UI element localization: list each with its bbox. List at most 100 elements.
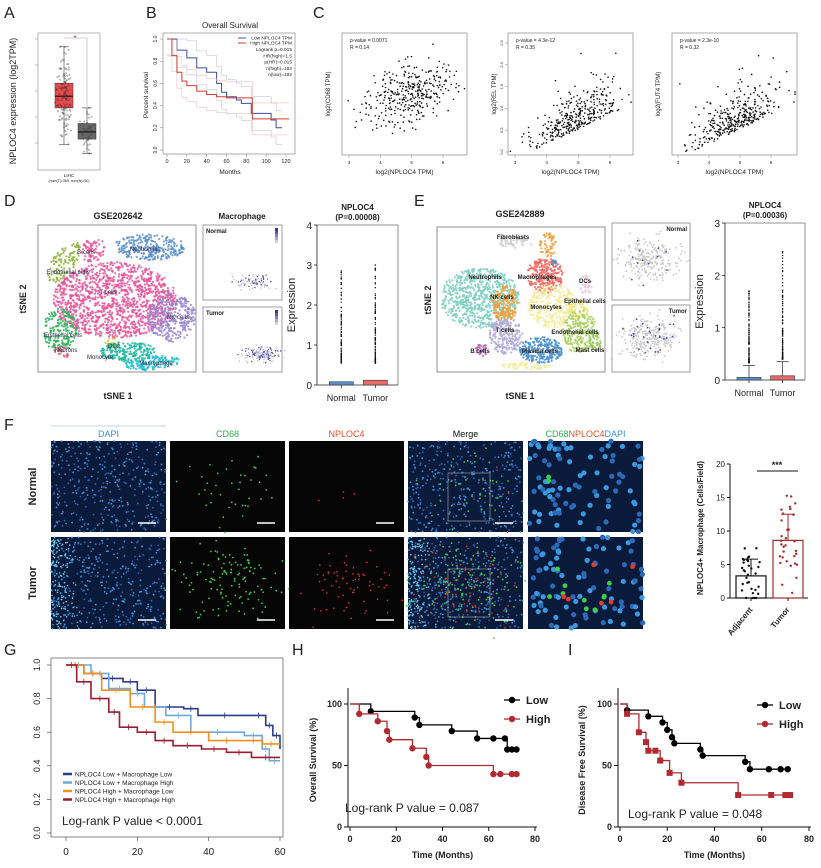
cell-point <box>159 308 163 312</box>
scatter-point <box>562 103 564 106</box>
scatter-point <box>550 121 553 123</box>
cell-point <box>102 323 105 326</box>
scatter-point <box>567 123 570 126</box>
scatter-point <box>760 97 763 100</box>
expression-point <box>265 346 267 349</box>
cell-point <box>165 321 169 324</box>
cell-point <box>187 300 190 303</box>
cell-point <box>52 259 55 262</box>
scatter-point <box>754 107 757 109</box>
scatter-point <box>746 119 748 121</box>
cell-point <box>164 248 167 251</box>
cell-point <box>138 287 141 290</box>
cell-point <box>92 276 95 280</box>
scatter-point <box>422 115 425 117</box>
cell-point <box>75 314 78 317</box>
cell-point <box>62 274 65 278</box>
scatter-point <box>563 134 565 136</box>
cell-point <box>70 316 73 320</box>
scatter-point <box>742 125 745 128</box>
cell-point <box>135 255 138 258</box>
scatter-point <box>560 135 563 138</box>
cell-point <box>60 324 64 327</box>
cell-point <box>148 289 151 292</box>
box <box>77 123 97 140</box>
cell-point <box>129 276 132 279</box>
scatter-point <box>433 78 436 80</box>
cell-point <box>147 344 150 347</box>
scatter-point <box>555 119 558 121</box>
scatter-point <box>703 141 706 143</box>
feature-plot-label: Normal <box>206 229 227 235</box>
cell-point <box>117 279 120 282</box>
scatter-point <box>536 117 539 119</box>
cell-point <box>137 285 140 288</box>
expression-point <box>266 285 268 287</box>
cell-point <box>107 316 110 319</box>
cell-point <box>71 298 75 302</box>
scatter-point <box>580 121 583 124</box>
cell-point <box>161 247 164 250</box>
cell-point <box>58 269 61 272</box>
scatter-point <box>727 113 730 116</box>
expression-point <box>262 353 264 356</box>
outlier-point <box>340 342 342 345</box>
scatter-point <box>407 99 409 102</box>
cell-point <box>162 240 165 243</box>
scatter-point <box>739 124 742 127</box>
jitter-point <box>66 123 69 126</box>
cell-point <box>482 285 485 289</box>
scatter-point <box>521 141 524 143</box>
cell-point <box>54 313 57 316</box>
cell-point <box>87 260 90 263</box>
scatter-point <box>611 110 614 112</box>
scatter-point <box>429 97 432 100</box>
y-tick-label: 2.5 <box>500 40 504 45</box>
cell-point <box>155 356 158 359</box>
scatter-point <box>770 76 772 78</box>
cell-point <box>456 307 459 310</box>
scatter-point <box>773 105 775 108</box>
jitter-point <box>88 137 91 140</box>
cell-point <box>148 254 151 258</box>
scatter-point <box>583 112 586 114</box>
cell-point <box>464 324 467 327</box>
cell-point <box>61 339 64 342</box>
scatter-point <box>703 107 705 109</box>
scatter-point <box>377 117 380 120</box>
cell-point <box>65 255 68 258</box>
cell-point <box>68 252 71 255</box>
cell-point <box>87 251 90 254</box>
cell-point <box>121 277 124 280</box>
cell-point <box>60 266 63 269</box>
scatter-point <box>393 100 395 102</box>
cell-point <box>96 301 99 305</box>
scatter-point <box>402 85 404 88</box>
scatter-point <box>721 132 724 134</box>
cell-point <box>82 309 85 312</box>
outlier-point <box>374 361 377 363</box>
scatter-point <box>587 118 590 120</box>
expression-point <box>240 283 242 285</box>
cell-point <box>87 319 91 322</box>
scatter-point <box>428 78 431 80</box>
scatter-point <box>724 128 726 130</box>
cell-point <box>162 243 165 247</box>
cell-point <box>515 241 518 244</box>
scatter-point <box>438 80 441 83</box>
cell-point <box>49 267 52 270</box>
y-tick-label: 0.4 <box>153 102 159 109</box>
cell-point <box>131 279 134 282</box>
cell-point <box>125 273 128 277</box>
cell-point <box>478 286 481 289</box>
scatter-point <box>734 127 736 130</box>
jitter-point <box>63 59 65 62</box>
cell-point <box>150 236 153 239</box>
outlier-point <box>340 272 342 274</box>
cell-point <box>98 272 101 275</box>
cell-point <box>144 286 147 289</box>
expression-point <box>266 278 269 280</box>
scatter-point <box>693 126 696 128</box>
cell-point <box>475 320 478 324</box>
scatter-point <box>417 94 420 96</box>
